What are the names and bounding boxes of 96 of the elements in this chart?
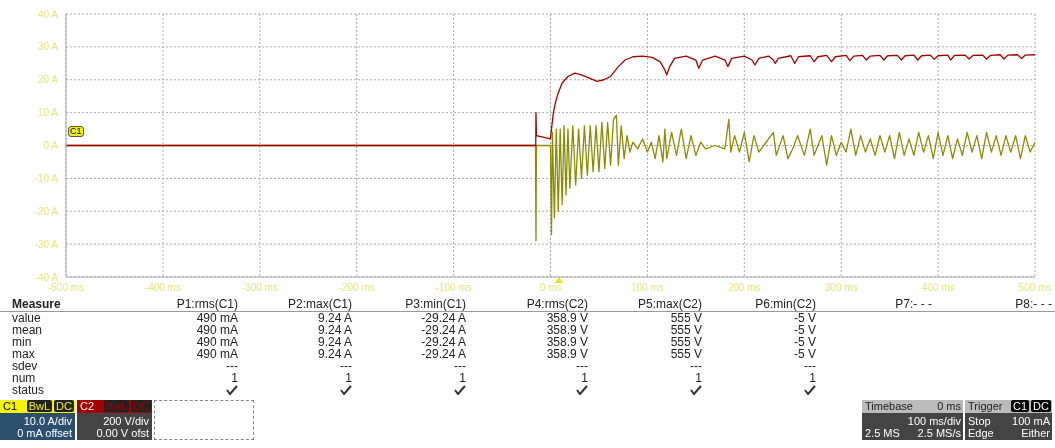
text: status: [12, 383, 45, 397]
y-tick-label: -10 A: [34, 172, 59, 184]
text: 1: [695, 371, 702, 385]
text: Edge: [968, 427, 994, 439]
text: -29.24 A: [421, 311, 466, 325]
text: -5 V: [793, 311, 816, 325]
x-tick-label: 0 ms: [539, 282, 562, 294]
text: BwL: [103, 400, 130, 412]
text: ---: [804, 359, 816, 373]
text: ---: [226, 359, 238, 373]
text: 1: [345, 371, 352, 385]
line-series: [66, 54, 1035, 147]
text: ---: [576, 359, 588, 373]
series-label: C1: [68, 126, 84, 137]
text: C2: [80, 400, 95, 412]
y-tick-label: 20 A: [37, 74, 59, 86]
text: BwL: [26, 400, 53, 412]
text: P8:- - -: [1015, 297, 1052, 311]
x-tick-label: -500 ms: [47, 282, 85, 294]
text: ---: [340, 359, 352, 373]
text: 490 mA: [196, 311, 238, 325]
text: P6:min(C2): [755, 297, 816, 311]
text: DC: [131, 400, 151, 412]
text: 1: [459, 371, 466, 385]
text: P1:rms(C1): [176, 297, 238, 311]
text: Stop: [968, 415, 991, 427]
text: min: [12, 335, 32, 349]
text: Either: [1021, 427, 1050, 439]
text: 1: [231, 371, 238, 385]
text: C1: [3, 400, 18, 412]
text: Measure: [12, 297, 61, 311]
text: 490 mA: [196, 347, 238, 361]
text: 1: [581, 371, 588, 385]
text: 9.24 A: [317, 347, 352, 361]
text: P2:max(C1): [287, 297, 352, 311]
text: -29.24 A: [421, 335, 466, 349]
text: P5:max(C2): [637, 297, 702, 311]
x-tick-label: 200 ms: [727, 282, 761, 294]
text: 9.24 A: [317, 311, 352, 325]
text: max: [12, 347, 35, 361]
text: Timebase: [865, 400, 913, 412]
x-tick-label: 300 ms: [824, 282, 858, 294]
y-tick-label: 40 A: [37, 8, 59, 20]
text: 555 V: [670, 311, 702, 325]
text: mean: [12, 323, 43, 337]
text: -29.24 A: [421, 323, 466, 337]
text: C1: [1011, 400, 1030, 412]
text: 2.5 MS/s: [917, 427, 961, 439]
text: ---: [454, 359, 466, 373]
text: 555 V: [670, 347, 702, 361]
text: -5 V: [793, 323, 816, 337]
text: 100 ms/div: [907, 415, 961, 427]
y-tick-label: 0 A: [43, 140, 59, 152]
text: 555 V: [670, 323, 702, 337]
text: num: [12, 371, 36, 385]
text: 0 mA offset: [17, 427, 72, 439]
text: 358.9 V: [546, 347, 588, 361]
text: 10.0 A/div: [23, 415, 72, 427]
y-tick-label: 30 A: [37, 41, 59, 53]
x-tick-label: -400 ms: [144, 282, 181, 294]
text: 2.5 MS: [865, 427, 900, 439]
text: Trigger: [968, 400, 1003, 412]
text: P7:- - -: [895, 297, 932, 311]
text: 358.9 V: [546, 311, 588, 325]
text: sdev: [12, 359, 38, 373]
text: 490 mA: [196, 323, 238, 337]
text: 0 ms: [937, 400, 961, 412]
y-tick-label: -20 A: [34, 205, 59, 217]
x-tick-label: -200 ms: [338, 282, 375, 294]
text: P4:rms(C2): [526, 297, 588, 311]
text: 100 mA: [1012, 415, 1050, 427]
text: value: [12, 311, 41, 325]
text: 490 mA: [196, 335, 238, 349]
text: 0.00 V ofst: [96, 427, 149, 439]
text: 9.24 A: [317, 335, 352, 349]
x-tick-label: 500 ms: [1018, 282, 1052, 294]
text: -29.24 A: [421, 347, 466, 361]
text: 555 V: [670, 335, 702, 349]
x-tick-label: -300 ms: [241, 282, 278, 294]
y-tick-label: -40 A: [34, 271, 59, 283]
y-tick-label: -30 A: [34, 238, 59, 250]
text: 9.24 A: [317, 323, 352, 337]
text: -5 V: [793, 335, 816, 349]
text: 200 V/div: [103, 415, 149, 427]
text: 358.9 V: [546, 335, 588, 349]
x-tick-label: 100 ms: [631, 282, 664, 294]
text: DC: [1031, 400, 1051, 412]
text: -5 V: [793, 347, 816, 361]
text: 358.9 V: [546, 323, 588, 337]
x-tick-label: 400 ms: [921, 282, 955, 294]
text: 1: [809, 371, 816, 385]
text: ---: [690, 359, 702, 373]
text: P3:min(C1): [405, 297, 466, 311]
y-tick-label: 10 A: [37, 107, 59, 119]
text: DC: [54, 400, 74, 412]
x-tick-label: -100 ms: [435, 282, 472, 294]
